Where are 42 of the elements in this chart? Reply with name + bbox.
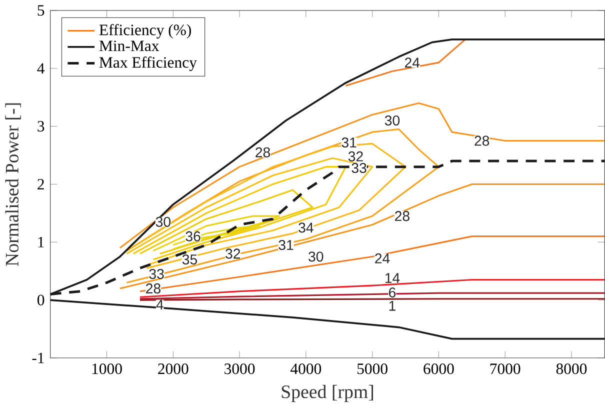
- annotation: 28: [256, 147, 270, 158]
- annotation: 30: [308, 251, 324, 262]
- x-tick-label: 2000: [158, 363, 188, 374]
- annotation: 31: [342, 137, 356, 148]
- annotation: 32: [226, 248, 240, 259]
- annotation: 28: [474, 136, 490, 146]
- x-tick-label: 5000: [358, 363, 388, 374]
- annotation: 24: [375, 253, 390, 264]
- x-tick-label: 6000: [424, 363, 454, 374]
- y-tick-label: 3: [38, 120, 44, 132]
- x-tick-label: 7000: [490, 363, 520, 374]
- annotation: 30: [156, 216, 171, 227]
- annotation: 33: [352, 162, 366, 173]
- annotation: 30: [384, 115, 400, 126]
- y-tick-label: -1: [32, 352, 44, 364]
- y-tick-label: 2: [38, 178, 44, 190]
- annotation: 28: [395, 210, 410, 221]
- annotation: 32: [348, 151, 363, 162]
- annotation: 28: [146, 283, 160, 294]
- legend-label: Min-Max: [99, 40, 160, 52]
- x-tick-label: 3000: [224, 363, 255, 374]
- annotation: 24: [404, 58, 420, 68]
- y-axis-title: Normalised Power [-]: [5, 103, 21, 266]
- y-tick-label: 4: [37, 63, 45, 74]
- annotation: 4: [156, 300, 164, 310]
- annotation: 14: [385, 273, 400, 283]
- annotation: 31: [278, 240, 294, 250]
- legend-label: Efficiency (%): [99, 24, 191, 38]
- y-tick-label: 1: [38, 236, 44, 248]
- annotation: 33: [149, 268, 164, 279]
- annotation: 34: [298, 222, 314, 233]
- x-tick-label: 1000: [92, 363, 122, 374]
- x-tick-label: 4000: [290, 363, 322, 374]
- y-tick-label: 5: [38, 5, 44, 16]
- annotation: 35: [182, 254, 198, 264]
- annotation: 6: [389, 287, 396, 298]
- x-tick-label: 8000: [556, 363, 587, 374]
- annotation: 36: [186, 231, 200, 242]
- y-tick-label: 0: [37, 294, 44, 306]
- legend-label: Max Efficiency: [99, 56, 197, 71]
- annotation: 1: [389, 300, 396, 311]
- x-axis-title: Speed [rpm]: [282, 384, 374, 402]
